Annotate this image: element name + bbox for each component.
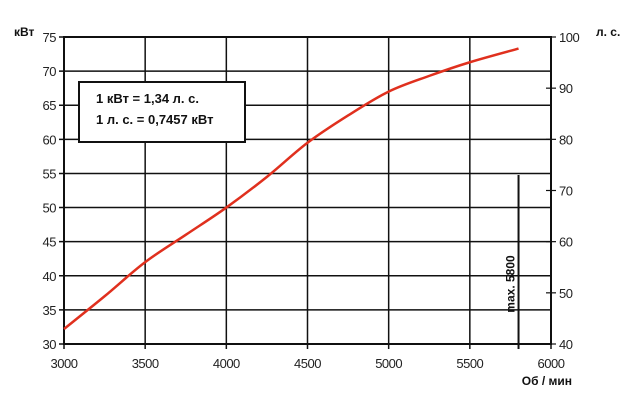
x-tick-label: 3500 (132, 356, 159, 371)
max-rpm-label: max. 5800 (504, 255, 518, 313)
power-curve (63, 47, 519, 330)
y-tick-label: 35 (43, 303, 57, 318)
y2-axis-label: л. с. (596, 25, 620, 39)
y2-tick-label: 60 (559, 235, 573, 250)
y-tick-label: 45 (43, 235, 57, 250)
y2-tick-label: 70 (559, 184, 573, 199)
x-tick-label: 3000 (51, 356, 78, 371)
y-tick-label: 30 (43, 337, 57, 352)
x-tick-label: 6000 (538, 356, 565, 371)
y-tick-label: 50 (43, 201, 57, 216)
y-tick-label: 70 (43, 64, 57, 79)
y2-tick-label: 50 (559, 286, 573, 301)
y-axis-label: кВт (14, 25, 35, 39)
x-tick-label: 5000 (375, 356, 402, 371)
conversion-hp-to-kw: 1 л. с. = 0,7457 кВт (96, 112, 214, 127)
x-axis-label: Об / мин (522, 374, 572, 388)
y-tick-label: 65 (43, 98, 57, 113)
y2-tick-label: 80 (559, 132, 573, 147)
x-tick-label: 4000 (213, 356, 240, 371)
conversion-kw-to-hp: 1 кВт = 1,34 л. с. (96, 91, 199, 106)
y2-tick-label: 40 (559, 337, 573, 352)
y2-tick-label: 100 (559, 30, 579, 45)
y-tick-label: 40 (43, 269, 57, 284)
conversion-note: 1 кВт = 1,34 л. с. 1 л. с. = 0,7457 кВт (78, 81, 246, 143)
y-tick-label: 60 (43, 132, 57, 147)
y-tick-label: 75 (43, 30, 57, 45)
x-tick-label: 5500 (456, 356, 483, 371)
x-tick-label: 4500 (294, 356, 321, 371)
y-tick-label: 55 (43, 166, 57, 181)
y2-tick-label: 90 (559, 81, 573, 96)
